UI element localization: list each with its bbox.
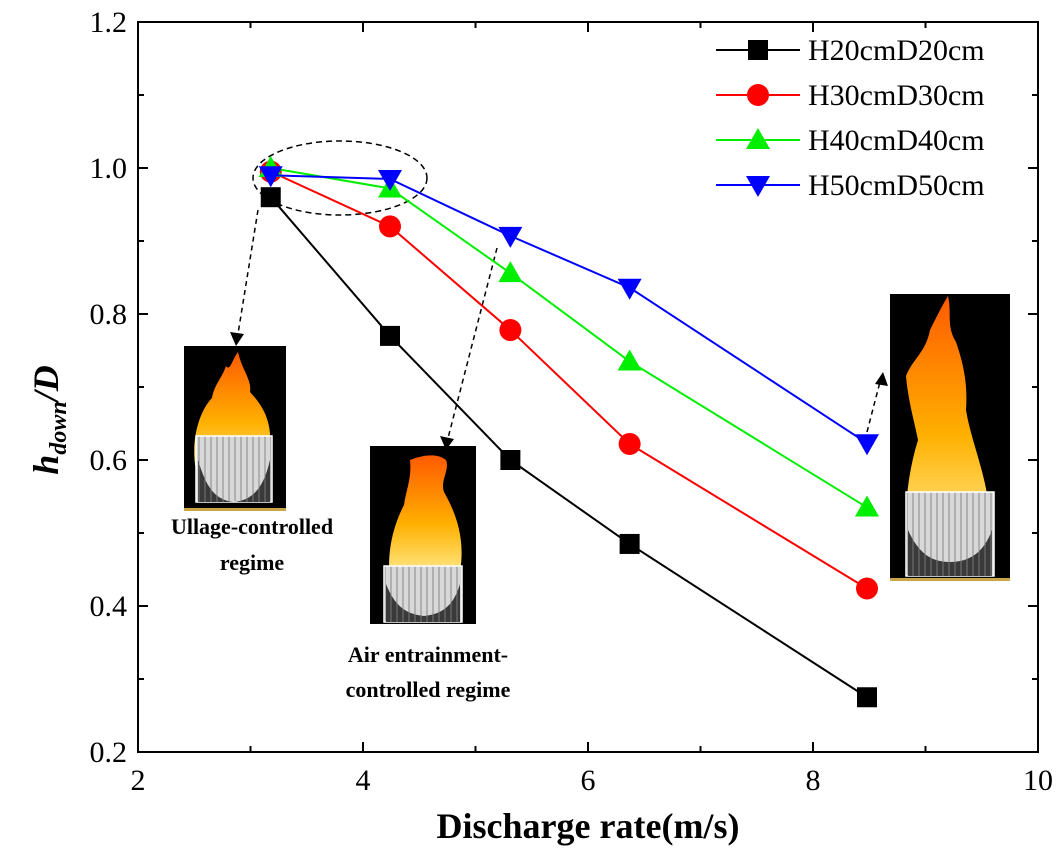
legend-marker: [747, 84, 769, 106]
data-point: [617, 349, 642, 371]
series-H30cmD30cm: [259, 160, 878, 600]
y-tick-label: 0.2: [90, 736, 128, 769]
flame-photo-large: [890, 294, 1010, 581]
data-point: [500, 450, 521, 470]
data-point: [378, 169, 402, 191]
flame-photo-air-entrainment: [370, 446, 476, 624]
data-point: [379, 215, 401, 238]
data-point: [618, 432, 641, 455]
series-H50cmD50cm: [258, 166, 879, 456]
series-line: [270, 174, 868, 445]
ullage-label-line1: Ullage-controlled: [171, 514, 333, 539]
y-tick-label: 1.2: [90, 6, 128, 39]
air-arrow: [446, 247, 498, 443]
data-point: [617, 278, 642, 300]
air-arrowhead: [440, 436, 454, 450]
legend-label: H50cmD50cm: [808, 169, 985, 202]
y-tick-label: 0.8: [90, 298, 128, 331]
data-point: [258, 166, 283, 188]
flame-photo-ullage: [184, 346, 286, 511]
data-point: [498, 261, 523, 283]
ullage-label-line2: regime: [220, 550, 285, 575]
legend: H20cmD20cm H30cmD30cm H40cmD40cm H50cmD50cm: [716, 34, 985, 202]
x-axis: 2 4 6 8 10: [131, 22, 1053, 797]
y-tick-label: 0.4: [90, 590, 128, 623]
series-line: [269, 196, 868, 699]
series-H40cmD40cm: [258, 156, 879, 517]
data-point: [857, 687, 877, 708]
data-point: [498, 226, 523, 248]
x-tick-label: 8: [806, 764, 821, 797]
data-point: [380, 325, 400, 346]
ullage-arrowhead: [230, 332, 244, 346]
ullage-arrow: [236, 209, 259, 341]
ullage-regime-ellipse: [252, 140, 428, 216]
legend-label: H30cmD30cm: [808, 79, 985, 112]
x-tick-label: 2: [131, 764, 146, 797]
legend-label: H20cmD20cm: [808, 34, 985, 67]
data-point: [856, 577, 878, 600]
legend-marker: [746, 176, 770, 197]
legend-item: H50cmD50cm: [716, 169, 985, 202]
x-tick-label: 10: [1023, 764, 1053, 797]
large-flame-arrowhead: [875, 372, 888, 386]
series-line: [270, 170, 868, 590]
data-point: [260, 187, 281, 208]
large-flame-arrow: [866, 377, 882, 433]
y-axis-title: hdown/D: [26, 365, 72, 474]
x-tick-label: 6: [581, 764, 596, 797]
series-line: [270, 167, 868, 509]
series-H20cmD20cm: [260, 187, 877, 708]
legend-label: H40cmD40cm: [808, 124, 985, 157]
legend-item: H40cmD40cm: [716, 124, 985, 157]
y-tick-label: 1.0: [90, 152, 128, 185]
data-point: [855, 495, 879, 517]
data-point: [499, 319, 522, 342]
series-layer: [258, 156, 879, 708]
legend-item: H20cmD20cm: [716, 34, 985, 67]
air-label-line2: controlled regime: [346, 677, 511, 702]
air-label-line1: Air entrainment-: [348, 642, 508, 667]
data-point: [619, 533, 640, 554]
x-axis-title: Discharge rate(m/s): [437, 806, 740, 846]
legend-item: H30cmD30cm: [716, 79, 985, 112]
data-point: [855, 434, 879, 456]
legend-marker: [748, 40, 768, 60]
x-tick-label: 4: [356, 764, 371, 797]
y-tick-label: 0.6: [90, 444, 128, 477]
y-axis: 0.2 0.4 0.6 0.8 1.0 1.2: [90, 6, 1038, 769]
legend-marker: [746, 128, 770, 149]
